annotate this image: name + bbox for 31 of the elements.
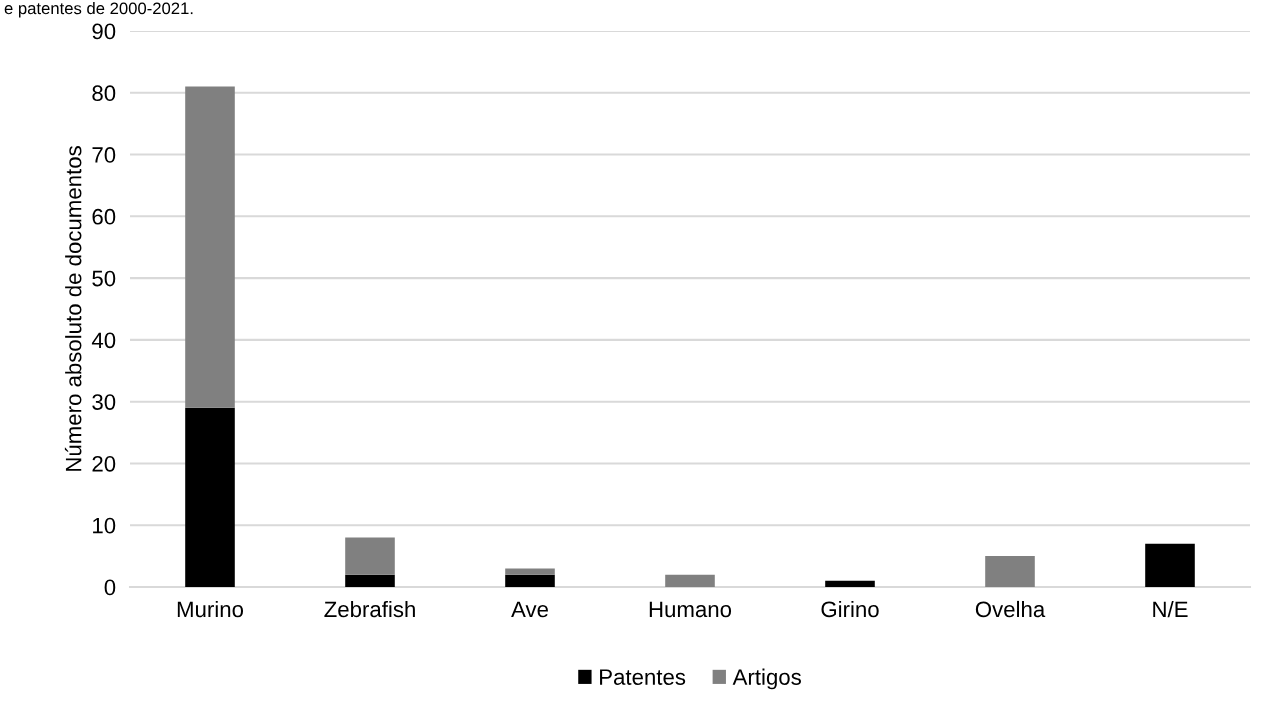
y-axis-title: Número absoluto de documentos (64, 146, 82, 471)
bar (185, 86, 235, 408)
bar (985, 556, 1035, 587)
x-tick-label: Girino (821, 600, 879, 618)
x-tick-label: Murino (177, 600, 244, 618)
x-tick-label: Humano (649, 601, 732, 618)
x-tick-label: Ave (511, 601, 548, 618)
y-tick-label: 10 (93, 517, 116, 534)
bar (665, 574, 715, 587)
bar (345, 574, 395, 587)
y-tick-label: 0 (104, 579, 116, 596)
bar (345, 537, 395, 575)
y-tick-label: 60 (92, 208, 116, 225)
x-tick-label: Zebrafish (324, 600, 415, 618)
y-tick-label: 20 (92, 455, 116, 472)
legend-label: Patentes (600, 669, 686, 685)
chart-title: e patentes de 2000-2021. (4, 2, 193, 18)
x-tick-label: Ovelha (975, 600, 1046, 618)
legend-label: Artigos (732, 668, 801, 690)
bar (825, 580, 875, 587)
y-tick-label: 30 (92, 394, 116, 410)
y-tick-label: 70 (92, 147, 116, 163)
y-tick-label: 80 (92, 85, 116, 102)
bar (1145, 543, 1195, 587)
x-tick-label: N/E (1153, 600, 1188, 618)
y-tick-label: 50 (92, 270, 116, 287)
bar (185, 407, 235, 587)
bar (505, 568, 555, 575)
y-tick-label: 90 (92, 23, 116, 40)
bar (505, 574, 555, 587)
y-tick-label: 40 (91, 332, 116, 349)
